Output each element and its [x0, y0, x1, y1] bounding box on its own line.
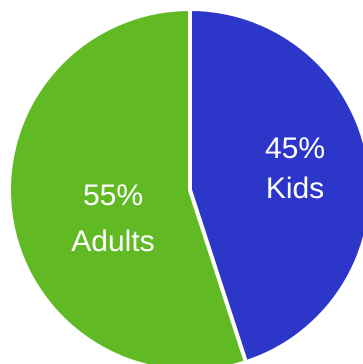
- slice-percent-label-kids: 45%: [265, 132, 325, 165]
- pie-slice-adults: [7, 7, 248, 364]
- slice-percent-label-adults: 55%: [83, 179, 143, 212]
- slice-name-label-adults: Adults: [71, 225, 154, 258]
- slice-name-label-kids: Kids: [266, 172, 324, 205]
- pie-slice-kids: [188, 7, 363, 364]
